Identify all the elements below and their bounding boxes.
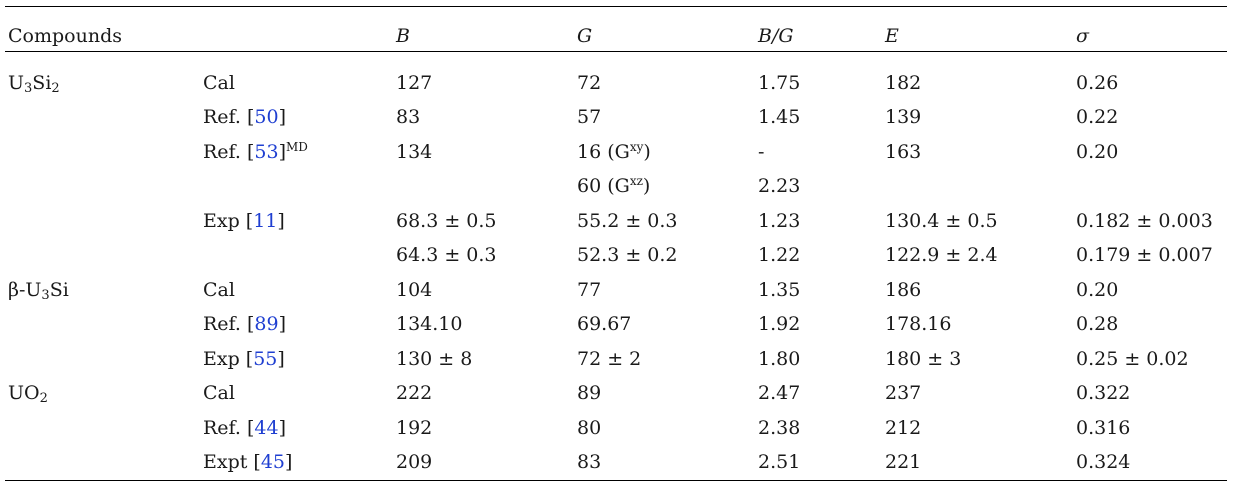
young-modulus-cell: 182: [885, 72, 922, 94]
bulk-modulus-cell: 68.3 ± 0.5: [396, 210, 497, 232]
bottom-rule: [5, 480, 1227, 482]
young-modulus-cell: 130.4 ± 0.5: [885, 210, 998, 232]
poisson-ratio-cell: 0.324: [1076, 451, 1131, 473]
young-modulus-cell: 237: [885, 382, 922, 404]
pugh-ratio-cell: 1.22: [758, 244, 801, 266]
bulk-modulus-cell: 83: [396, 106, 421, 128]
bulk-modulus-cell: 127: [396, 72, 433, 94]
method-cell: Ref. [50]: [203, 106, 287, 128]
shear-modulus-cell: 60 (Gxz): [577, 174, 651, 197]
shear-modulus-cell: 83: [577, 451, 602, 473]
bulk-modulus-cell: 222: [396, 382, 433, 404]
bulk-modulus-cell: 64.3 ± 0.3: [396, 244, 497, 266]
compound-u3si2: U3Si2: [8, 72, 60, 96]
poisson-ratio-cell: 0.20: [1076, 279, 1119, 301]
pugh-ratio-cell: 1.80: [758, 348, 801, 370]
compound-uo2: UO2: [8, 382, 48, 406]
shear-modulus-cell: 89: [577, 382, 602, 404]
pugh-ratio-cell: 1.75: [758, 72, 801, 94]
young-modulus-cell: 122.9 ± 2.4: [885, 244, 998, 266]
header-pugh-ratio: B/G: [758, 25, 794, 47]
poisson-ratio-cell: 0.179 ± 0.007: [1076, 244, 1213, 266]
bulk-modulus-cell: 192: [396, 417, 433, 439]
method-cell: Cal: [203, 72, 235, 94]
shear-modulus-cell: 72 ± 2: [577, 348, 642, 370]
header-young-modulus: E: [885, 25, 899, 47]
young-modulus-cell: 180 ± 3: [885, 348, 962, 370]
shear-modulus-cell: 55.2 ± 0.3: [577, 210, 678, 232]
header-poisson-ratio: σ: [1076, 25, 1089, 47]
young-modulus-cell: 139: [885, 106, 922, 128]
pugh-ratio-cell: 2.38: [758, 417, 801, 439]
method-cell: Cal: [203, 382, 235, 404]
shear-modulus-cell: 72: [577, 72, 602, 94]
poisson-ratio-cell: 0.22: [1076, 106, 1119, 128]
citation-link[interactable]: 89: [254, 313, 279, 335]
bulk-modulus-cell: 104: [396, 279, 433, 301]
young-modulus-cell: 178.16: [885, 313, 952, 335]
shear-modulus-cell: 77: [577, 279, 602, 301]
citation-link[interactable]: 45: [260, 451, 286, 473]
shear-modulus-cell: 80: [577, 417, 602, 439]
pugh-ratio-cell: 2.51: [758, 451, 801, 473]
compound-u3si: β-U3Si: [8, 279, 69, 303]
pugh-ratio-cell: 1.45: [758, 106, 801, 128]
pugh-ratio-cell: 1.92: [758, 313, 801, 335]
poisson-ratio-cell: 0.26: [1076, 72, 1119, 94]
citation-link[interactable]: 55: [253, 348, 278, 370]
method-cell: Cal: [203, 279, 235, 301]
poisson-ratio-cell: 0.28: [1076, 313, 1119, 335]
young-modulus-cell: 163: [885, 141, 922, 163]
method-cell: Ref. [53]MD: [203, 140, 308, 163]
header-bulk-modulus: B: [396, 25, 410, 47]
header-compounds: Compounds: [8, 25, 122, 47]
method-cell: Ref. [89]: [203, 313, 287, 335]
header-rule: [5, 51, 1227, 52]
bulk-modulus-cell: 134: [396, 141, 433, 163]
shear-modulus-cell: 16 (Gxy): [577, 140, 651, 163]
shear-modulus-cell: 52.3 ± 0.2: [577, 244, 678, 266]
bulk-modulus-cell: 209: [396, 451, 433, 473]
pugh-ratio-cell: 1.23: [758, 210, 801, 232]
young-modulus-cell: 186: [885, 279, 922, 301]
method-cell: Ref. [44]: [203, 417, 287, 439]
bulk-modulus-cell: 134.10: [396, 313, 463, 335]
poisson-ratio-cell: 0.316: [1076, 417, 1131, 439]
shear-modulus-cell: 69.67: [577, 313, 632, 335]
poisson-ratio-cell: 0.25 ± 0.02: [1076, 348, 1189, 370]
top-rule: [5, 6, 1227, 8]
bulk-modulus-cell: 130 ± 8: [396, 348, 473, 370]
method-cell: Expt [45]: [203, 451, 293, 473]
citation-link[interactable]: 44: [254, 417, 279, 439]
header-shear-modulus: G: [577, 25, 593, 47]
poisson-ratio-cell: 0.182 ± 0.003: [1076, 210, 1213, 232]
citation-link[interactable]: 11: [253, 210, 278, 232]
pugh-ratio-cell: 2.23: [758, 175, 801, 197]
young-modulus-cell: 221: [885, 451, 922, 473]
method-cell: Exp [55]: [203, 348, 285, 370]
pugh-ratio-cell: -: [758, 141, 765, 163]
young-modulus-cell: 212: [885, 417, 922, 439]
pugh-ratio-cell: 1.35: [758, 279, 801, 301]
pugh-ratio-cell: 2.47: [758, 382, 801, 404]
method-cell: Exp [11]: [203, 210, 285, 232]
citation-link[interactable]: 53: [254, 141, 279, 163]
poisson-ratio-cell: 0.20: [1076, 141, 1119, 163]
citation-link[interactable]: 50: [254, 106, 279, 128]
shear-modulus-cell: 57: [577, 106, 602, 128]
poisson-ratio-cell: 0.322: [1076, 382, 1131, 404]
